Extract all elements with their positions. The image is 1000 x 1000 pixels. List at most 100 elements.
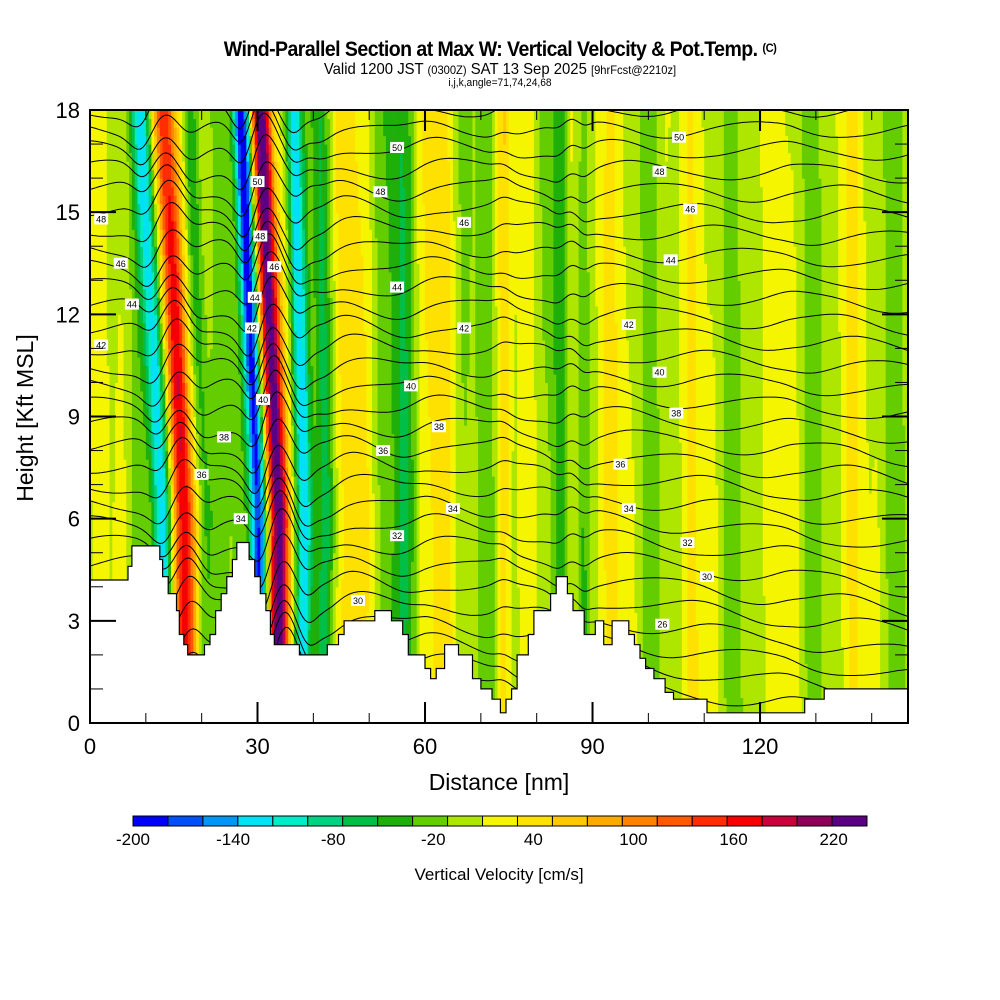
field-cell bbox=[173, 442, 178, 469]
field-cell bbox=[249, 254, 253, 281]
field-cell bbox=[196, 365, 200, 435]
field-cell bbox=[706, 305, 711, 723]
field-cell bbox=[355, 110, 359, 162]
field-cell bbox=[179, 186, 183, 230]
field-cell bbox=[274, 510, 278, 622]
field-cell bbox=[277, 356, 281, 384]
field-cell bbox=[394, 110, 398, 723]
theta-contour-line bbox=[90, 112, 908, 166]
contour-label-box bbox=[250, 176, 265, 188]
field-cell bbox=[179, 144, 183, 188]
field-cell bbox=[157, 110, 161, 128]
contour-label: 50 bbox=[672, 131, 687, 143]
copyright-mark: (C) bbox=[762, 41, 777, 55]
field-cell bbox=[531, 110, 535, 723]
field-cell bbox=[237, 195, 242, 222]
field-cell bbox=[374, 110, 379, 239]
y-tick-label: 9 bbox=[68, 405, 80, 430]
colorbar bbox=[132, 815, 868, 827]
field-cell bbox=[249, 152, 253, 171]
field-cell bbox=[330, 297, 334, 469]
field-cell bbox=[151, 127, 155, 154]
field-cell bbox=[257, 110, 261, 145]
field-cell bbox=[293, 110, 298, 273]
field-cell bbox=[182, 288, 186, 324]
field-cell bbox=[249, 169, 253, 179]
field-cell bbox=[567, 110, 571, 723]
contour-label: 48 bbox=[373, 186, 388, 198]
field-cell bbox=[168, 144, 172, 196]
x-tick-label: 30 bbox=[245, 734, 269, 759]
field-cell bbox=[360, 110, 365, 256]
field-cell bbox=[257, 433, 261, 460]
field-cell bbox=[157, 314, 161, 341]
theta-contour-line bbox=[90, 250, 908, 314]
field-cell bbox=[168, 510, 172, 630]
field-cell bbox=[288, 110, 292, 162]
field-cell bbox=[486, 110, 490, 723]
field-cell bbox=[584, 110, 588, 571]
field-cell bbox=[416, 263, 421, 723]
field-cell bbox=[547, 450, 552, 723]
field-cell bbox=[282, 450, 287, 477]
field-cell bbox=[159, 365, 164, 392]
field-cell bbox=[307, 373, 312, 443]
field-cell bbox=[148, 254, 153, 332]
field-cell bbox=[263, 450, 267, 460]
colorbar-segment bbox=[551, 815, 588, 827]
field-cell bbox=[182, 416, 186, 723]
field-cell bbox=[260, 212, 264, 239]
field-cell bbox=[846, 110, 850, 596]
contour-label-text: 50 bbox=[392, 143, 402, 153]
field-cell bbox=[729, 110, 733, 723]
contour-label-box bbox=[124, 298, 139, 310]
field-cell bbox=[168, 399, 172, 426]
field-cell bbox=[277, 442, 281, 723]
field-cell bbox=[701, 110, 705, 128]
field-cell bbox=[302, 110, 306, 154]
contour-label-text: 32 bbox=[392, 531, 402, 541]
colorbar-tick-label: 220 bbox=[819, 830, 847, 849]
field-cell bbox=[243, 348, 247, 375]
field-cell bbox=[402, 186, 407, 699]
field-cell bbox=[204, 450, 208, 537]
field-cell bbox=[665, 110, 669, 162]
field-cell bbox=[268, 450, 273, 477]
field-cell bbox=[804, 663, 809, 723]
field-cell bbox=[157, 152, 161, 179]
field-cell bbox=[793, 110, 797, 247]
field-cell bbox=[469, 110, 474, 256]
field-cell bbox=[746, 110, 750, 723]
field-cell bbox=[184, 178, 189, 230]
field-cell bbox=[776, 110, 781, 723]
field-cell bbox=[832, 110, 837, 723]
field-cell bbox=[304, 110, 309, 145]
field-cell bbox=[251, 356, 256, 435]
contour-label-box bbox=[390, 141, 405, 153]
field-cell bbox=[263, 356, 267, 375]
field-cell bbox=[849, 110, 853, 723]
field-cell bbox=[187, 110, 192, 188]
field-cell bbox=[126, 161, 130, 716]
colorbar-tick-label: 160 bbox=[719, 830, 747, 849]
field-cell bbox=[511, 450, 515, 723]
field-cell bbox=[179, 518, 183, 723]
field-cell bbox=[184, 229, 189, 281]
field-cell bbox=[469, 254, 474, 723]
colorbar-segment bbox=[761, 815, 798, 827]
field-cell bbox=[243, 407, 247, 443]
field-cell bbox=[846, 595, 850, 723]
field-cell bbox=[307, 263, 312, 375]
field-cell bbox=[371, 493, 376, 699]
field-cell bbox=[151, 195, 155, 222]
field-cell bbox=[854, 110, 859, 723]
field-cell bbox=[296, 373, 300, 435]
field-cell bbox=[492, 476, 496, 723]
field-cell bbox=[274, 161, 278, 196]
x-tick-labels: 0 30 60 90 120 bbox=[84, 734, 779, 759]
field-cell bbox=[254, 127, 259, 145]
field-cell bbox=[159, 390, 164, 418]
field-cell bbox=[137, 161, 141, 205]
theta-contour-line bbox=[90, 477, 908, 548]
field-cell bbox=[148, 169, 153, 188]
